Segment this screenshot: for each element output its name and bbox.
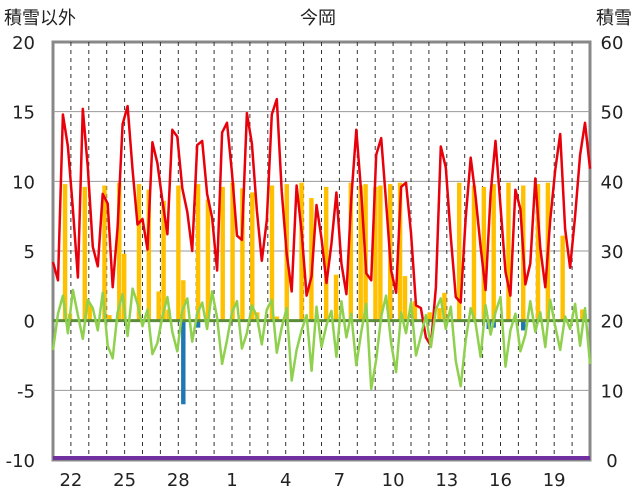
y-right-tick-label: 60 xyxy=(601,33,624,54)
data-bar xyxy=(87,303,92,321)
data-bar xyxy=(378,185,383,321)
data-bar xyxy=(156,291,161,321)
y-right-tick-label: 10 xyxy=(601,381,624,402)
data-bar xyxy=(82,186,87,321)
data-bar xyxy=(274,316,280,321)
data-bar xyxy=(491,184,496,321)
y-left-tick-label: 20 xyxy=(12,33,35,54)
data-bar xyxy=(117,182,122,321)
y-right-tick-label: 30 xyxy=(601,242,624,263)
data-line xyxy=(51,97,592,347)
x-tick-label: 4 xyxy=(280,470,291,491)
left-axis-label: 積雪以外 xyxy=(4,8,76,29)
x-tick-label: 7 xyxy=(334,470,345,491)
data-bar xyxy=(195,320,201,328)
data-bar xyxy=(146,189,152,321)
data-bar xyxy=(427,312,432,321)
data-bar xyxy=(442,292,447,321)
data-bar xyxy=(181,280,186,321)
x-tick-label: 19 xyxy=(543,470,566,491)
data-bar xyxy=(62,184,68,321)
data-bar xyxy=(521,320,526,331)
data-bar xyxy=(456,182,462,321)
data-bar xyxy=(397,182,403,321)
data-bar xyxy=(195,184,201,321)
data-bar xyxy=(348,182,354,321)
data-bar xyxy=(580,309,585,321)
data-bar xyxy=(107,315,112,321)
y-left-tick-label: -10 xyxy=(6,451,35,472)
x-tick-label: 13 xyxy=(435,470,458,491)
data-bar xyxy=(437,308,442,321)
data-bar xyxy=(333,274,339,321)
data-bar xyxy=(136,184,142,321)
left-y-ticks: 20 15 10 5 0 -5 -10 xyxy=(6,33,35,472)
x-tick-label: 10 xyxy=(382,470,405,491)
chart-title: 今岡 xyxy=(300,8,336,29)
data-bar xyxy=(535,184,541,321)
x-tick-label: 25 xyxy=(113,470,136,491)
x-ticks: 22 25 28 1 4 7 10 13 16 19 xyxy=(59,470,565,491)
data-bar xyxy=(323,186,329,321)
data-line xyxy=(51,287,592,391)
y-left-tick-label: -5 xyxy=(17,381,35,402)
data-bar xyxy=(121,253,127,321)
data-bar xyxy=(358,185,363,321)
data-bar xyxy=(412,301,418,321)
x-tick-label: 16 xyxy=(489,470,512,491)
y-left-tick-label: 0 xyxy=(24,312,35,333)
y-right-tick-label: 0 xyxy=(606,451,617,472)
data-bar xyxy=(240,188,245,321)
y-right-tick-label: 20 xyxy=(601,312,624,333)
data-bar xyxy=(402,276,408,321)
data-bar xyxy=(102,185,107,321)
data-bar xyxy=(269,185,275,321)
data-bar xyxy=(166,309,171,321)
data-bar xyxy=(471,185,477,321)
data-bar xyxy=(309,198,314,321)
data-bar xyxy=(205,199,211,321)
data-bar xyxy=(176,185,181,321)
x-tick-label: 1 xyxy=(226,470,237,491)
data-bar xyxy=(560,235,565,321)
data-bar xyxy=(161,200,166,321)
data-bar xyxy=(220,186,225,321)
y-right-tick-label: 50 xyxy=(601,103,624,124)
data-bar xyxy=(230,182,235,321)
right-y-ticks: 60 50 40 30 20 10 0 xyxy=(601,33,624,472)
x-tick-label: 22 xyxy=(59,470,82,491)
y-left-tick-label: 10 xyxy=(12,172,35,193)
data-bar xyxy=(250,192,255,321)
data-bar xyxy=(481,186,487,321)
data-bar xyxy=(299,182,304,321)
y-right-tick-label: 40 xyxy=(601,172,624,193)
y-left-tick-label: 15 xyxy=(12,103,35,124)
right-axis-label: 積雪 xyxy=(596,8,632,29)
data-bar xyxy=(181,320,186,405)
y-left-tick-label: 5 xyxy=(24,242,35,263)
x-tick-label: 28 xyxy=(167,470,190,491)
data-bar xyxy=(373,186,378,321)
data-bar xyxy=(506,182,511,321)
plot-area xyxy=(51,40,592,462)
